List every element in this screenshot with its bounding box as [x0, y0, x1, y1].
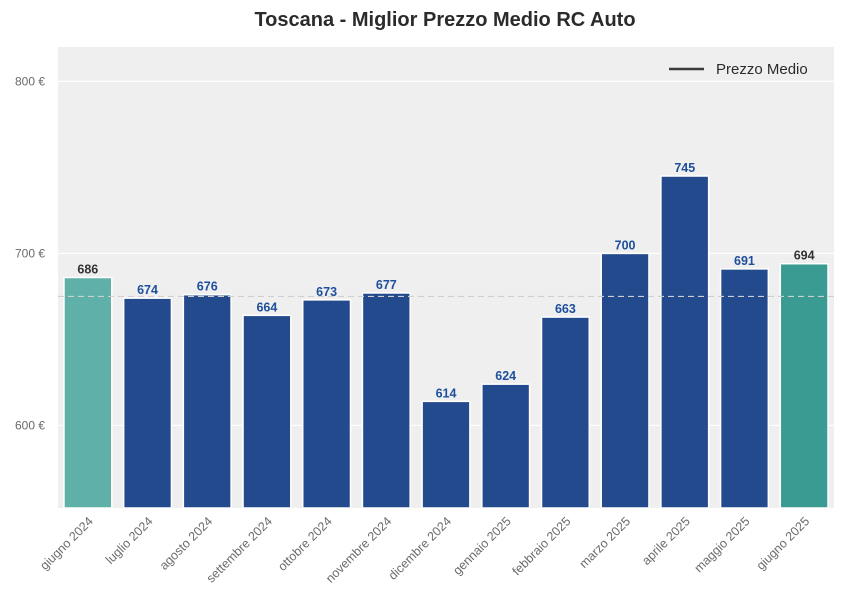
bar-value-label: 677	[376, 278, 397, 292]
y-tick-label: 600 €	[15, 418, 45, 432]
bar	[301, 299, 352, 509]
bar	[660, 175, 710, 509]
bar	[182, 293, 232, 509]
x-tick-label: gennaio 2025	[450, 514, 514, 578]
bar	[719, 268, 770, 509]
x-tick-label: agosto 2024	[157, 514, 216, 573]
x-tick-label: dicembre 2024	[386, 514, 454, 582]
bar	[421, 400, 471, 509]
x-tick-label: febbraio 2025	[510, 514, 574, 578]
bar	[481, 383, 531, 509]
bar-value-label: 676	[197, 280, 218, 294]
bar	[779, 262, 829, 509]
y-tick-label: 700 €	[15, 246, 45, 260]
bar-value-label: 691	[734, 254, 755, 268]
bar	[361, 292, 411, 509]
bar-value-label: 614	[436, 386, 457, 400]
bar-value-label: 686	[77, 263, 98, 277]
bar-value-label: 663	[555, 302, 576, 316]
bar-value-label: 745	[674, 161, 695, 175]
bar-value-label: 700	[615, 238, 636, 252]
bar-value-label: 673	[316, 285, 337, 299]
x-tick-label: maggio 2025	[692, 514, 753, 575]
x-tick-label: ottobre 2024	[275, 514, 335, 574]
bar-value-label: 694	[794, 249, 815, 263]
bar-value-label: 664	[256, 300, 277, 314]
bar	[600, 252, 650, 509]
x-tick-label: giugno 2024	[37, 514, 96, 573]
chart-title: Toscana - Miglior Prezzo Medio RC Auto	[254, 9, 635, 31]
bar-value-label: 674	[137, 283, 158, 297]
bar	[63, 276, 113, 509]
bar	[122, 297, 173, 509]
y-tick-label: 800 €	[15, 74, 45, 88]
x-tick-label: aprile 2025	[639, 514, 693, 568]
x-tick-label: marzo 2025	[577, 514, 634, 571]
bar-value-label: 624	[495, 369, 516, 383]
bar	[242, 314, 292, 509]
bar	[540, 316, 591, 509]
x-tick-label: luglio 2024	[103, 514, 156, 567]
legend-label: Prezzo Medio	[716, 61, 808, 78]
x-tick-label: giugno 2025	[754, 514, 813, 573]
